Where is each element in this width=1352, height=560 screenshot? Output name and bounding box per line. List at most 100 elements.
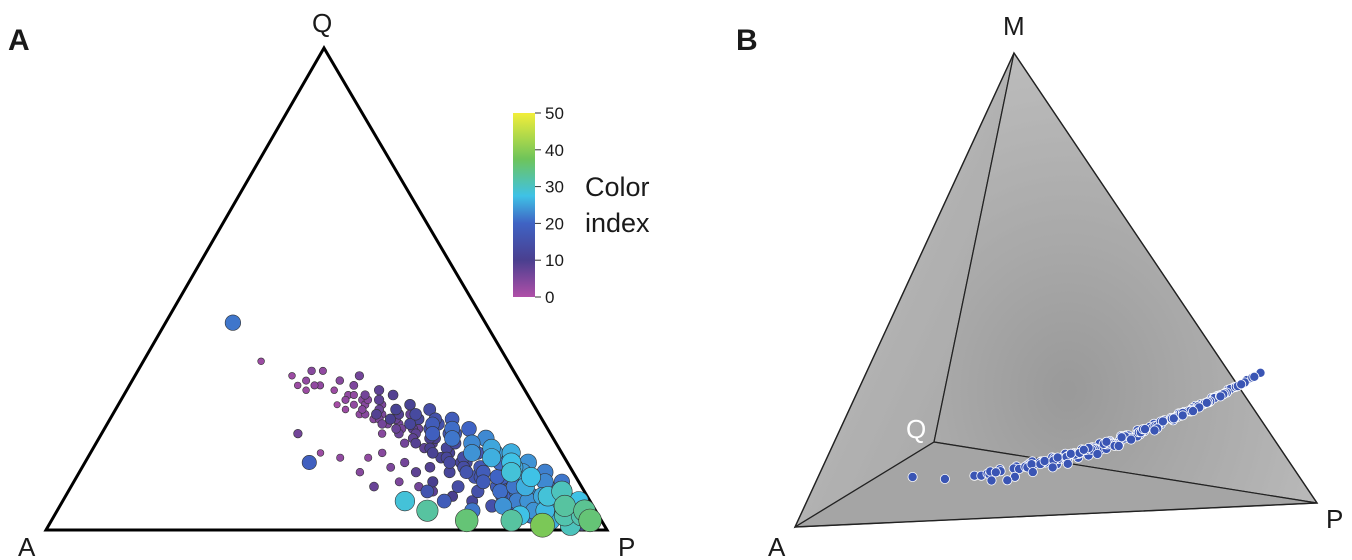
ternary-point — [349, 390, 358, 399]
ternary-point — [318, 366, 327, 375]
tetra-point — [1215, 391, 1226, 402]
ternary-point — [349, 400, 358, 409]
ternary-point — [424, 461, 436, 473]
tetra-point — [939, 473, 950, 484]
ternary-point — [443, 456, 456, 469]
ternary-point — [404, 418, 416, 430]
ternary-point — [501, 462, 522, 483]
colorbar-tick-label: 30 — [545, 178, 564, 197]
tetra-point — [907, 471, 918, 482]
ternary-point — [410, 437, 422, 449]
ternary-point — [349, 380, 359, 390]
ternary-point — [301, 454, 317, 470]
tetra-point — [1188, 406, 1199, 417]
ternary-point — [384, 413, 396, 425]
ternary-point — [310, 381, 319, 390]
tetra-point — [1078, 444, 1089, 455]
panel-a-label: A — [8, 24, 30, 57]
colorbar: 0 10 20 30 40 50 Color index — [513, 104, 650, 307]
tetra-point — [1116, 432, 1127, 443]
ternary-point — [358, 405, 367, 414]
ternary-point — [294, 381, 302, 390]
tetra-point — [1140, 424, 1151, 435]
ternary-point — [224, 314, 241, 331]
ternary-points — [224, 314, 602, 538]
ternary-point — [257, 357, 265, 365]
colorbar-title-line1: Color — [585, 172, 650, 202]
tetra-point — [1002, 475, 1013, 486]
ternary-point — [394, 491, 416, 512]
tetra-point — [1062, 458, 1073, 469]
panel-a: A Q A P 0 10 20 30 40 50 Color index — [8, 8, 650, 560]
tetra-vertex-q: Q — [906, 414, 926, 444]
ternary-point — [374, 385, 385, 396]
tetra-point — [990, 467, 1001, 478]
tetra-edge-qm — [933, 52, 1015, 443]
ternary-point — [333, 401, 341, 409]
tetra-edge-qp — [933, 441, 1318, 504]
tetra-point — [1092, 448, 1103, 459]
tetra-point — [1236, 379, 1247, 390]
ternary-point — [316, 449, 325, 457]
ternary-point — [451, 480, 465, 493]
ternary-point — [420, 484, 435, 499]
colorbar-gradient — [513, 113, 535, 297]
ternary-point — [521, 467, 541, 487]
colorbar-tick-label: 0 — [545, 288, 554, 307]
colorbar-tick-label: 10 — [545, 251, 564, 270]
ternary-vertex-p: P — [618, 532, 635, 560]
ternary-point — [336, 453, 345, 462]
tetra-vertex-m: M — [1003, 11, 1025, 41]
tetra-vertex-p: P — [1326, 504, 1343, 534]
colorbar-title-line2: index — [585, 208, 650, 238]
ternary-point — [302, 386, 310, 394]
ternary-point — [335, 376, 344, 385]
ternary-point — [377, 419, 387, 429]
tetra-point — [1201, 397, 1212, 408]
ternary-point — [377, 429, 387, 438]
ternary-point — [341, 395, 350, 404]
ternary-point — [390, 403, 402, 416]
ternary-point — [400, 457, 410, 468]
ternary-point — [427, 447, 439, 459]
ternary-point — [455, 508, 479, 533]
tetra-point — [1126, 434, 1137, 445]
ternary-triangle — [43, 45, 610, 532]
ternary-point — [492, 483, 509, 500]
ternary-point — [288, 372, 296, 380]
ternary-point — [378, 448, 387, 458]
ternary-point — [371, 408, 382, 420]
ternary-point — [330, 386, 338, 394]
ternary-point — [461, 421, 477, 437]
colorbar-tick-label: 20 — [545, 214, 564, 233]
ternary-point — [386, 462, 396, 472]
ternary-point — [354, 371, 365, 381]
ternary-point — [364, 453, 373, 462]
ternary-point — [425, 426, 441, 442]
tetra-point — [1249, 371, 1260, 382]
ternary-point — [394, 477, 404, 487]
tetra-point — [1177, 410, 1188, 421]
tetra-edge-aq — [794, 441, 935, 528]
ternary-point — [307, 366, 316, 376]
ternary-point — [369, 481, 379, 492]
ternary-point — [530, 512, 555, 538]
tetra-points — [907, 367, 1266, 486]
tetra-point — [1039, 455, 1050, 466]
tetra-point — [1113, 440, 1124, 451]
panel-b-label: B — [736, 24, 758, 57]
ternary-point — [578, 508, 602, 533]
ternary-point — [416, 499, 439, 522]
ternary-point — [500, 509, 523, 532]
ternary-point — [482, 448, 502, 468]
ternary-vertex-a: A — [18, 532, 36, 560]
tetra-point — [986, 475, 997, 486]
tetra-point — [1047, 462, 1058, 473]
ternary-point — [553, 494, 576, 517]
tetra-point — [1052, 452, 1063, 463]
ternary-point — [302, 376, 311, 385]
ternary-point — [463, 444, 481, 462]
tetra-point — [1065, 448, 1076, 459]
ternary-point — [444, 430, 461, 447]
